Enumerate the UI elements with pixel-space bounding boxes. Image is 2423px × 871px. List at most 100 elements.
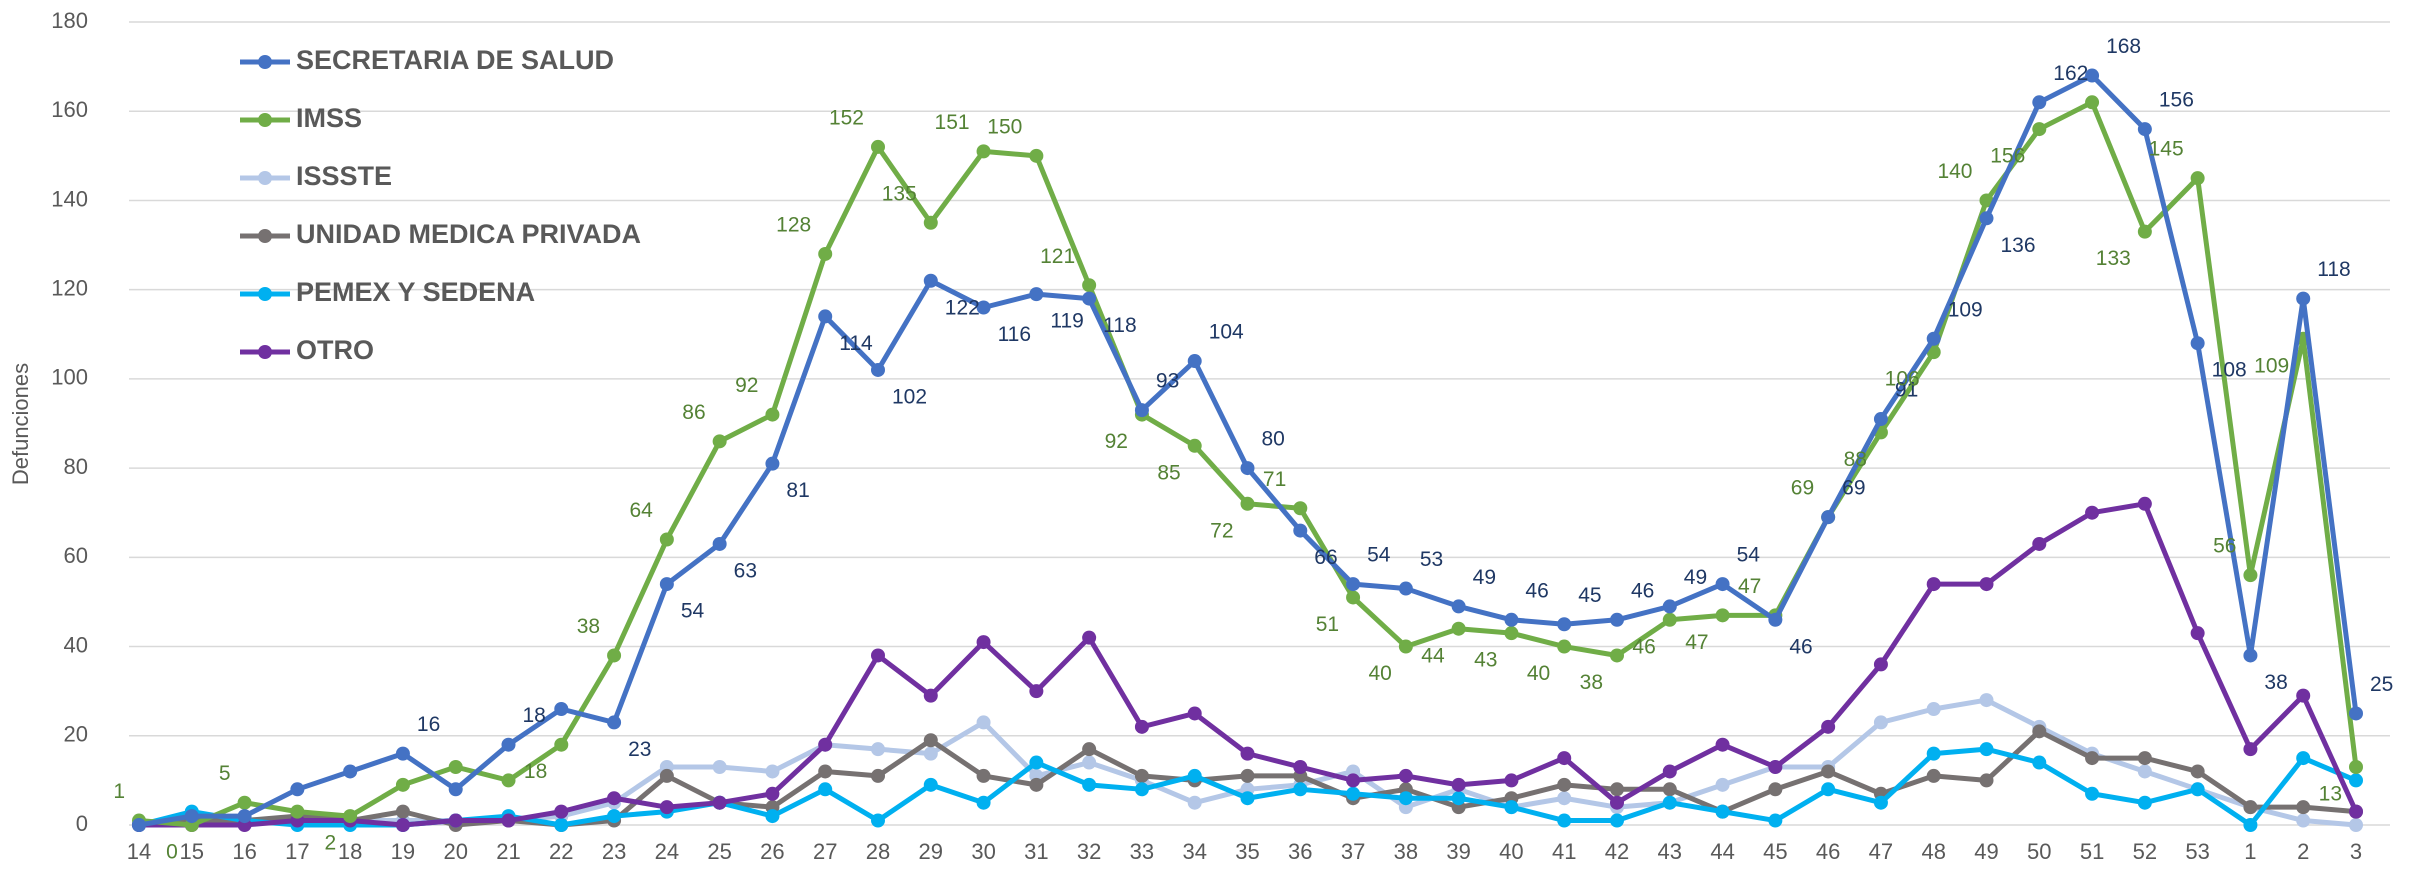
data-point	[1926, 702, 1941, 717]
y-tick-label: 100	[51, 365, 88, 390]
data-label: 46	[1525, 579, 1548, 602]
data-point	[1610, 612, 1624, 627]
x-tick-label: 47	[1869, 839, 1893, 864]
data-point	[765, 809, 780, 824]
data-point	[2243, 648, 2258, 663]
data-point	[712, 760, 727, 775]
data-point	[1398, 768, 1413, 783]
data-point	[1873, 715, 1888, 730]
data-point	[2243, 742, 2258, 757]
data-point	[1398, 581, 1413, 596]
data-point	[448, 813, 463, 828]
data-point	[2137, 751, 2152, 766]
data-label: 40	[1368, 662, 1391, 685]
x-tick-label: 21	[496, 839, 520, 864]
data-point	[2137, 764, 2152, 779]
data-point	[1504, 626, 1519, 641]
data-point	[1293, 523, 1308, 538]
data-point	[554, 737, 569, 752]
data-point	[237, 795, 252, 810]
legend-marker	[258, 113, 272, 127]
data-point	[871, 362, 885, 377]
x-tick-label: 46	[1816, 839, 1840, 864]
data-point	[1610, 813, 1624, 828]
x-tick-label: 32	[1077, 839, 1101, 864]
data-point	[2085, 68, 2100, 83]
data-label: 121	[1040, 245, 1075, 268]
x-tick-label: 40	[1499, 839, 1523, 864]
data-point	[1557, 777, 1572, 792]
x-tick-label: 24	[655, 839, 679, 864]
data-label: 25	[2370, 673, 2393, 696]
data-point	[1504, 773, 1519, 788]
data-label: 133	[2096, 247, 2131, 270]
x-tick-label: 22	[549, 839, 573, 864]
data-point	[1557, 791, 1572, 806]
data-point	[976, 635, 991, 650]
data-point	[343, 764, 358, 779]
data-label: 114	[839, 332, 873, 355]
data-point	[1873, 795, 1888, 810]
y-axis-label: Defunciones	[8, 363, 33, 485]
data-point	[501, 737, 516, 752]
data-point	[2243, 568, 2258, 583]
x-tick-label: 51	[2080, 839, 2104, 864]
data-label: 93	[1156, 370, 1179, 393]
data-point	[1082, 278, 1097, 293]
data-point	[448, 760, 463, 775]
x-tick-label: 39	[1446, 839, 1470, 864]
data-point	[1662, 612, 1677, 627]
data-point	[818, 737, 833, 752]
data-label: 116	[998, 323, 1031, 346]
data-label: 13	[2319, 783, 2342, 806]
series-line	[138, 73, 2359, 828]
data-label: 45	[1578, 584, 1601, 607]
series	[132, 68, 2363, 832]
legend-marker	[258, 287, 272, 301]
data-point	[237, 809, 252, 824]
data-label: 128	[776, 214, 811, 237]
data-point	[1979, 577, 1994, 592]
data-point	[976, 715, 991, 730]
data-point	[1926, 577, 1941, 592]
data-label: 151	[935, 111, 970, 134]
data-point	[818, 782, 833, 797]
data-point	[923, 273, 938, 288]
data-label: 47	[1685, 631, 1708, 654]
data-label: 85	[1157, 461, 1180, 484]
data-point	[1082, 777, 1097, 792]
data-label: 0	[166, 841, 178, 864]
data-point	[1662, 764, 1677, 779]
data-point	[2349, 760, 2363, 775]
data-point	[2137, 122, 2152, 137]
data-point	[1082, 742, 1097, 757]
data-point	[871, 648, 885, 663]
data-label: 54	[681, 600, 705, 623]
data-label: 46	[1631, 579, 1654, 602]
data-point	[2243, 818, 2258, 832]
x-tick-label: 3	[2350, 839, 2362, 864]
data-point	[2085, 95, 2100, 110]
legend-marker	[258, 345, 272, 359]
data-point	[871, 813, 885, 828]
x-tick-label: 44	[1710, 839, 1734, 864]
x-tick-label: 35	[1235, 839, 1259, 864]
x-tick-label: 16	[232, 839, 256, 864]
data-point	[1821, 782, 1836, 797]
data-point	[659, 768, 674, 783]
data-label: 118	[1103, 314, 1136, 337]
data-point	[923, 688, 938, 703]
x-tick-label: 27	[813, 839, 837, 864]
data-point	[712, 536, 727, 551]
data-label: 86	[682, 401, 705, 424]
data-point	[1610, 795, 1624, 810]
x-tick-label: 2	[2297, 839, 2309, 864]
data-point	[1346, 786, 1361, 801]
data-point	[1240, 791, 1255, 806]
data-point	[1134, 768, 1149, 783]
data-point	[132, 818, 146, 832]
data-point	[1187, 795, 1202, 810]
data-point	[923, 777, 938, 792]
x-tick-label: 38	[1394, 839, 1418, 864]
data-label: 92	[735, 374, 758, 397]
